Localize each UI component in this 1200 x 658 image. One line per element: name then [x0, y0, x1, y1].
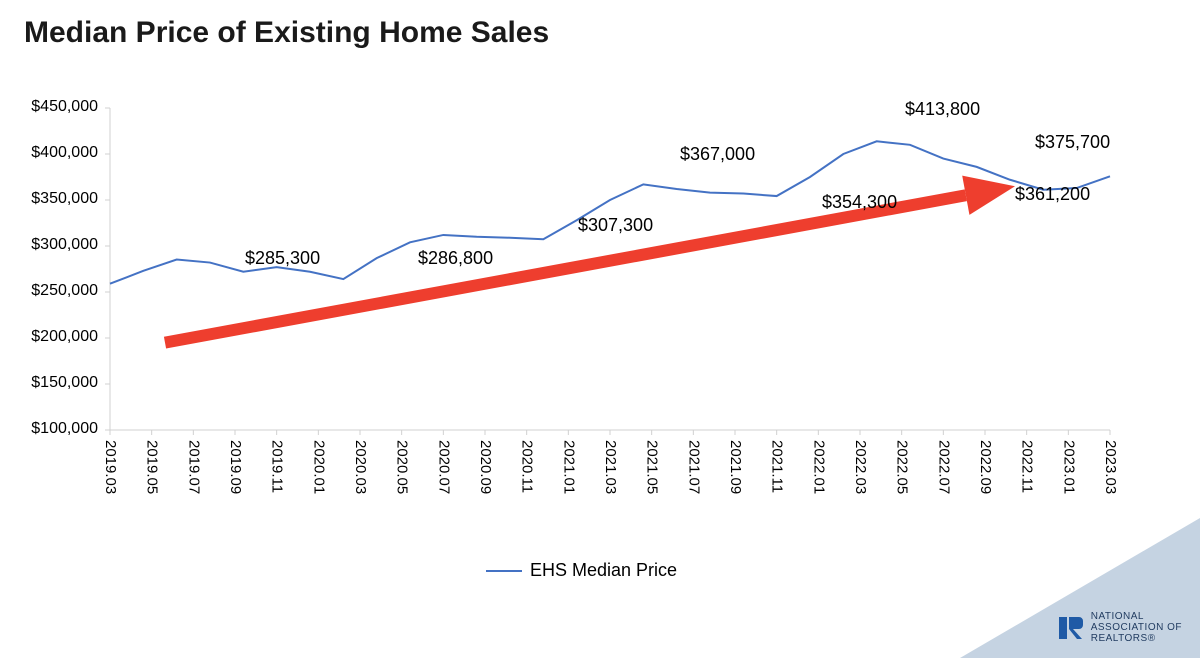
x-tick-label: 2019.07	[185, 440, 202, 494]
x-tick-label: 2020.05	[394, 440, 411, 494]
x-tick-label: 2021.09	[727, 440, 744, 494]
brand-text: NATIONAL ASSOCIATION OF REALTORS®	[1091, 611, 1182, 644]
x-tick-label: 2022.03	[852, 440, 869, 494]
data-label: $361,200	[1015, 184, 1090, 205]
x-tick-label: 2020.03	[352, 440, 369, 494]
x-tick-label: 2021.07	[685, 440, 702, 494]
y-tick-label: $100,000	[8, 420, 98, 438]
data-label: $375,700	[1035, 132, 1110, 153]
legend-label: EHS Median Price	[530, 560, 677, 581]
x-tick-label: 2019.05	[144, 440, 161, 494]
x-tick-label: 2019.11	[269, 440, 286, 493]
x-tick-label: 2020.11	[519, 440, 536, 493]
x-tick-label: 2023.03	[1102, 440, 1119, 494]
x-tick-label: 2021.05	[644, 440, 661, 494]
x-tick-label: 2019.09	[227, 440, 244, 494]
x-tick-label: 2021.01	[560, 440, 577, 494]
y-tick-label: $400,000	[8, 144, 98, 162]
x-tick-label: 2022.05	[894, 440, 911, 494]
x-tick-label: 2022.11	[1019, 440, 1036, 493]
data-label: $354,300	[822, 192, 897, 213]
y-tick-label: $200,000	[8, 328, 98, 346]
x-tick-label: 2022.09	[977, 440, 994, 494]
y-tick-label: $450,000	[8, 98, 98, 116]
x-tick-label: 2022.01	[810, 440, 827, 494]
y-tick-label: $250,000	[8, 282, 98, 300]
x-tick-label: 2022.07	[935, 440, 952, 494]
x-tick-label: 2023.01	[1060, 440, 1077, 494]
legend-line	[486, 570, 522, 572]
data-label: $413,800	[905, 99, 980, 120]
y-tick-label: $350,000	[8, 190, 98, 208]
data-label: $286,800	[418, 248, 493, 269]
x-tick-label: 2020.07	[435, 440, 452, 494]
brand-line3: REALTORS®	[1091, 633, 1182, 644]
data-label: $307,300	[578, 215, 653, 236]
x-tick-label: 2020.01	[310, 440, 327, 494]
brand-line2: ASSOCIATION OF	[1091, 622, 1182, 633]
realtor-logo-icon	[1057, 613, 1083, 643]
x-tick-label: 2021.11	[769, 440, 786, 493]
data-label: $367,000	[680, 144, 755, 165]
y-tick-label: $150,000	[8, 374, 98, 392]
x-tick-label: 2019.03	[102, 440, 119, 494]
x-tick-label: 2020.09	[477, 440, 494, 494]
brand-block: NATIONAL ASSOCIATION OF REALTORS®	[1057, 611, 1182, 644]
data-label: $285,300	[245, 248, 320, 269]
y-tick-label: $300,000	[8, 236, 98, 254]
brand-line1: NATIONAL	[1091, 611, 1182, 622]
x-tick-label: 2021.03	[602, 440, 619, 494]
